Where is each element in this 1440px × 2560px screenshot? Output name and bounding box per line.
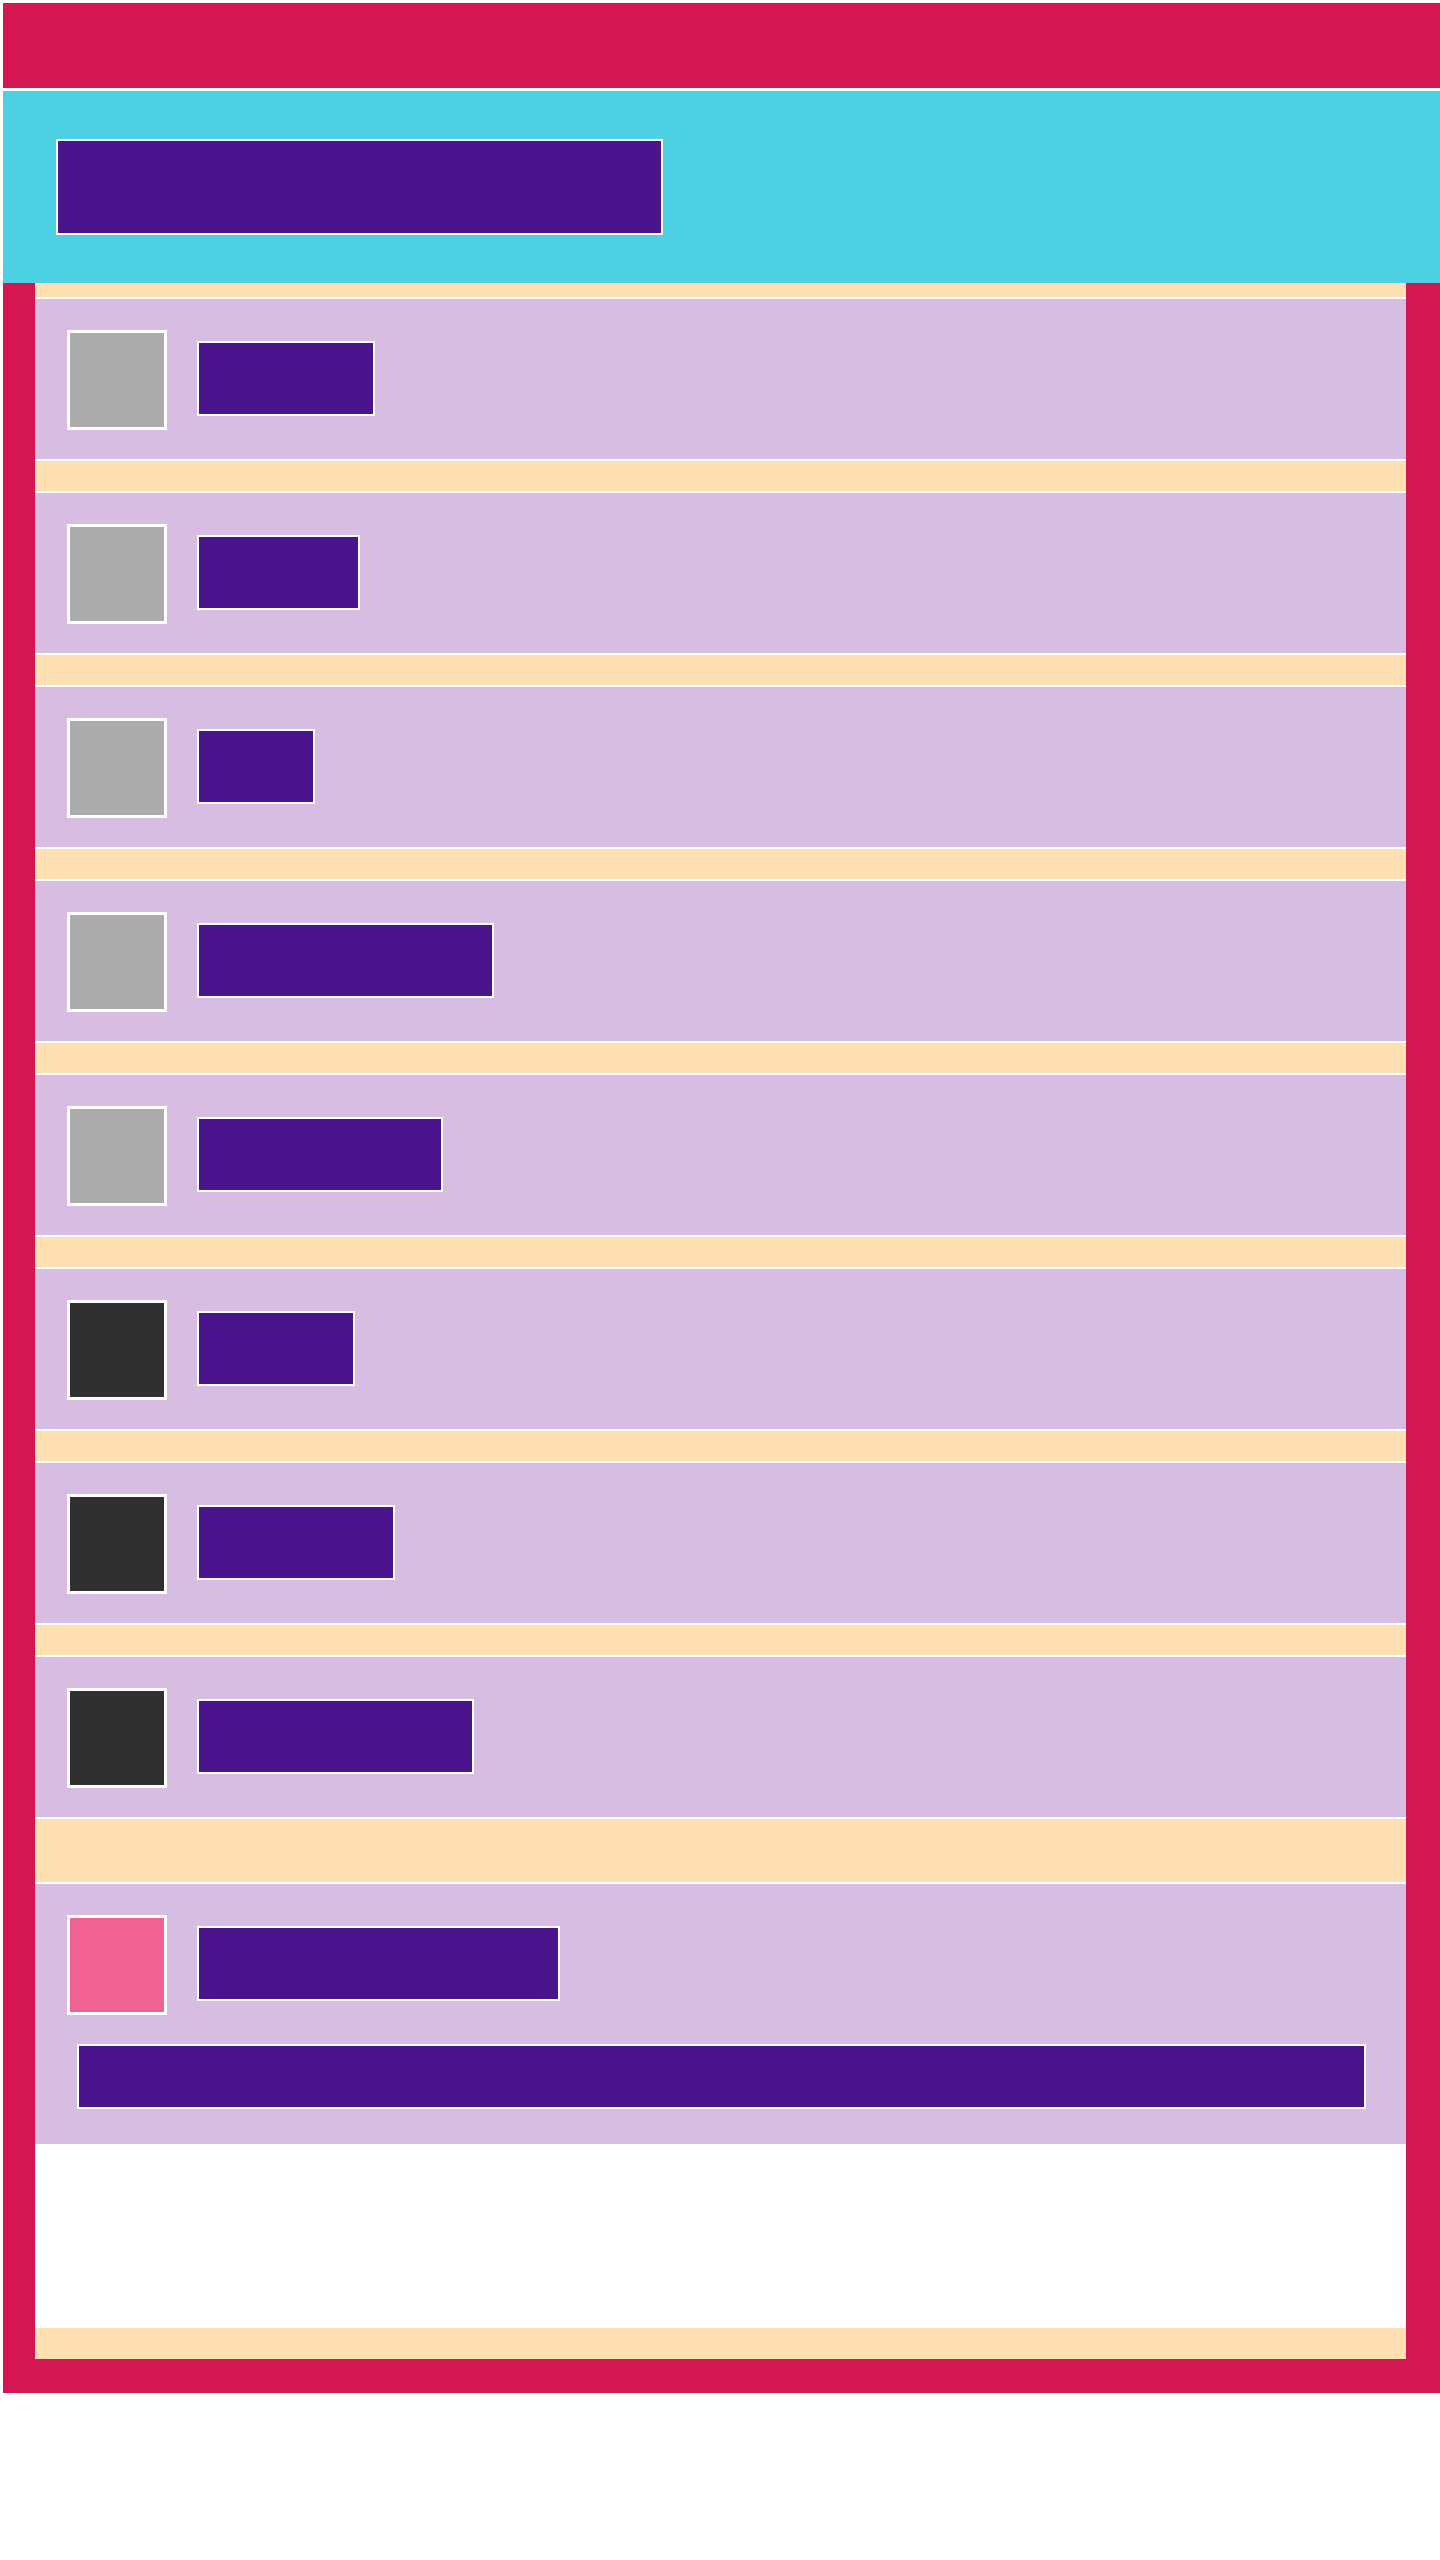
list-panel-empty-area [35,2143,1406,2328]
page-title [56,139,663,235]
square-dark-icon [67,1688,167,1788]
list-item-label [197,729,315,804]
list-item-label [197,1505,395,1580]
square-gray-icon [67,330,167,430]
square-gray-icon [67,1106,167,1206]
square-dark-icon [67,1300,167,1400]
square-gray-icon [67,718,167,818]
list-item[interactable] [35,685,1406,849]
list-item-label [197,923,494,998]
toolbar-divider [3,88,1440,91]
expanded-item-label [197,1926,560,2001]
top-toolbar [3,3,1440,88]
square-pink-icon [67,1915,167,2015]
square-gray-icon [67,524,167,624]
list-item-label [197,1311,355,1386]
list-item-label [197,1699,474,1774]
square-gray-icon [67,912,167,1012]
list-item-label [197,1117,443,1192]
square-dark-icon [67,1494,167,1594]
expanded-item-detail [77,2044,1366,2109]
list-item-label [197,341,375,416]
list-item-label [197,535,360,610]
